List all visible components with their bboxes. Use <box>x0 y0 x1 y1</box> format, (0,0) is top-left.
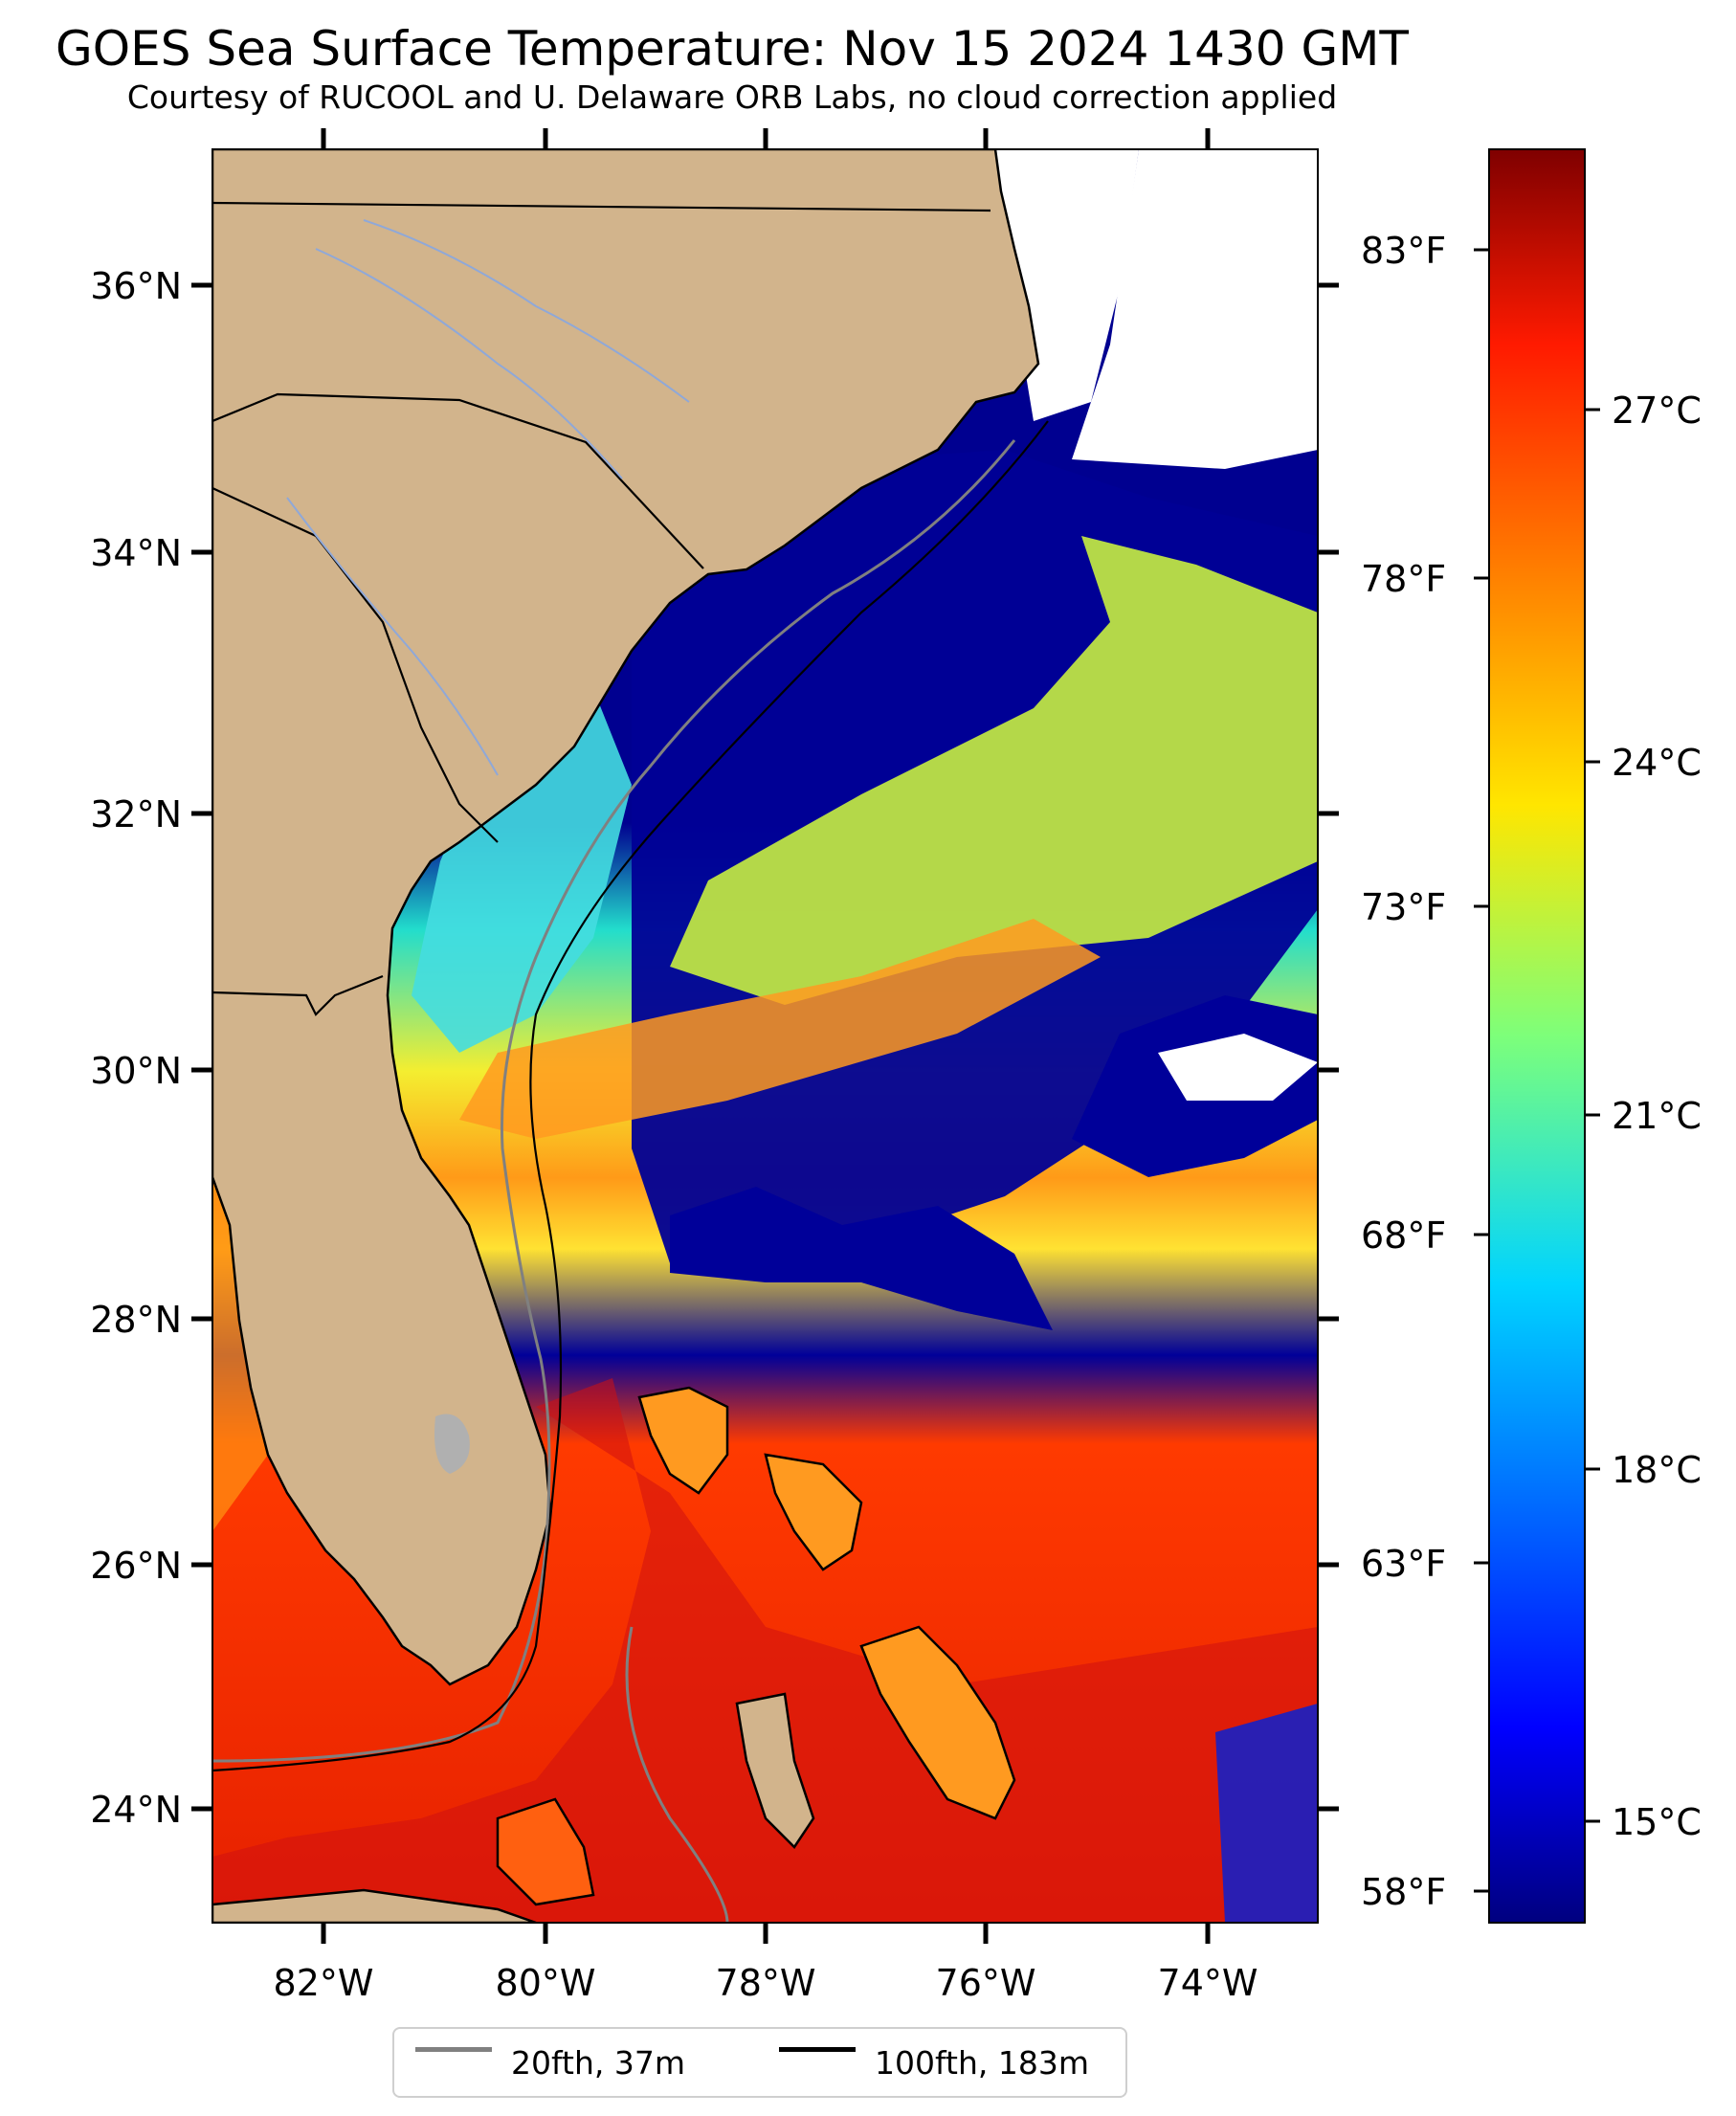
border-ga-fl <box>212 974 384 1016</box>
andros-island <box>735 1692 815 1849</box>
isobath-20fth <box>212 439 1016 1763</box>
f-label-63: 63°F <box>1361 1543 1446 1585</box>
cloud-gap-northeast <box>1072 149 1318 469</box>
lon-labels: 82°W 80°W 78°W 76°W 74°W <box>274 1962 1258 2004</box>
lat-label-36n: 36°N <box>90 265 182 307</box>
isobath-100fth <box>212 420 1049 1772</box>
exuma-bank <box>859 1625 1016 1820</box>
river-3 <box>363 219 690 403</box>
isobath-legend: 20fth, 37m 100fth, 183m <box>392 2027 1127 2098</box>
lake-okeechobee <box>434 1414 470 1474</box>
lat-label-32n: 32°N <box>90 793 182 835</box>
lat-label-28n: 28°N <box>90 1299 182 1341</box>
lon-label-74w: 74°W <box>1158 1962 1258 2004</box>
fahrenheit-axis: 83°F 78°F 73°F 68°F 63°F 58°F <box>1361 230 1489 1913</box>
cuba-north-coast <box>212 1888 537 1923</box>
lon-label-80w: 80°W <box>496 1962 596 2004</box>
c-label-21: 21°C <box>1612 1095 1702 1137</box>
lat-label-34n: 34°N <box>90 532 182 574</box>
legend-swatch-20fth <box>415 2047 492 2052</box>
cold-eddy-region <box>670 1187 1053 1330</box>
us-southeast-land <box>212 149 1040 1686</box>
c-label-18: 18°C <box>1612 1449 1702 1491</box>
lat-label-30n: 30°N <box>90 1050 182 1092</box>
isobath-20fth-bahamas <box>625 1626 729 1923</box>
c-label-15: 15°C <box>1612 1801 1702 1843</box>
orange-band-region <box>459 919 1101 1139</box>
f-label-68: 68°F <box>1361 1214 1446 1257</box>
lat-label-24n: 24°N <box>90 1789 182 1831</box>
c-label-27: 27°C <box>1612 390 1702 432</box>
river-1 <box>315 248 623 479</box>
c-label-24: 24°C <box>1612 742 1702 784</box>
cloud-gap-east <box>1158 1034 1318 1101</box>
grand-bahama-bank <box>637 1386 729 1495</box>
lon-label-78w: 78°W <box>716 1962 816 2004</box>
lat-labels: 36°N 34°N 32°N 30°N 28°N 26°N 24°N <box>90 265 182 1831</box>
lon-tick-marks <box>321 128 1211 1944</box>
lat-tick-marks <box>191 282 1339 1812</box>
map-title: GOES Sea Surface Temperature: Nov 15 202… <box>56 21 1409 77</box>
cold-southeast-patch <box>1215 1704 1318 1923</box>
legend-swatch-100fth <box>779 2047 856 2052</box>
cay-sal-bank <box>496 1797 595 1906</box>
f-label-58: 58°F <box>1361 1871 1446 1913</box>
lon-label-76w: 76°W <box>936 1962 1036 2004</box>
celsius-axis: 27°C 24°C 21°C 18°C 15°C <box>1585 390 1702 1843</box>
f-label-73: 73°F <box>1361 886 1446 928</box>
map-subtitle: Courtesy of RUCOOL and U. Delaware ORB L… <box>126 78 1338 116</box>
gulf-stream-core <box>212 1378 1318 1923</box>
f-label-78: 78°F <box>1361 558 1446 600</box>
border-sc-ga <box>212 487 499 843</box>
map-panel <box>212 149 1318 1923</box>
nearshore-cyan-region <box>412 689 632 1053</box>
abaco-bank <box>764 1453 863 1571</box>
colorbar <box>1488 148 1586 1924</box>
legend-label-20fth: 20fth, 37m <box>511 2044 685 2082</box>
lon-label-82w: 82°W <box>274 1962 374 2004</box>
border-va-nc <box>212 201 991 212</box>
lat-label-26n: 26°N <box>90 1545 182 1587</box>
legend-label-100fth: 100fth, 183m <box>875 2044 1089 2082</box>
border-nc-sc <box>212 392 704 569</box>
river-2 <box>286 497 499 776</box>
f-label-83: 83°F <box>1361 230 1446 272</box>
warm-plume-region <box>670 536 1318 1005</box>
